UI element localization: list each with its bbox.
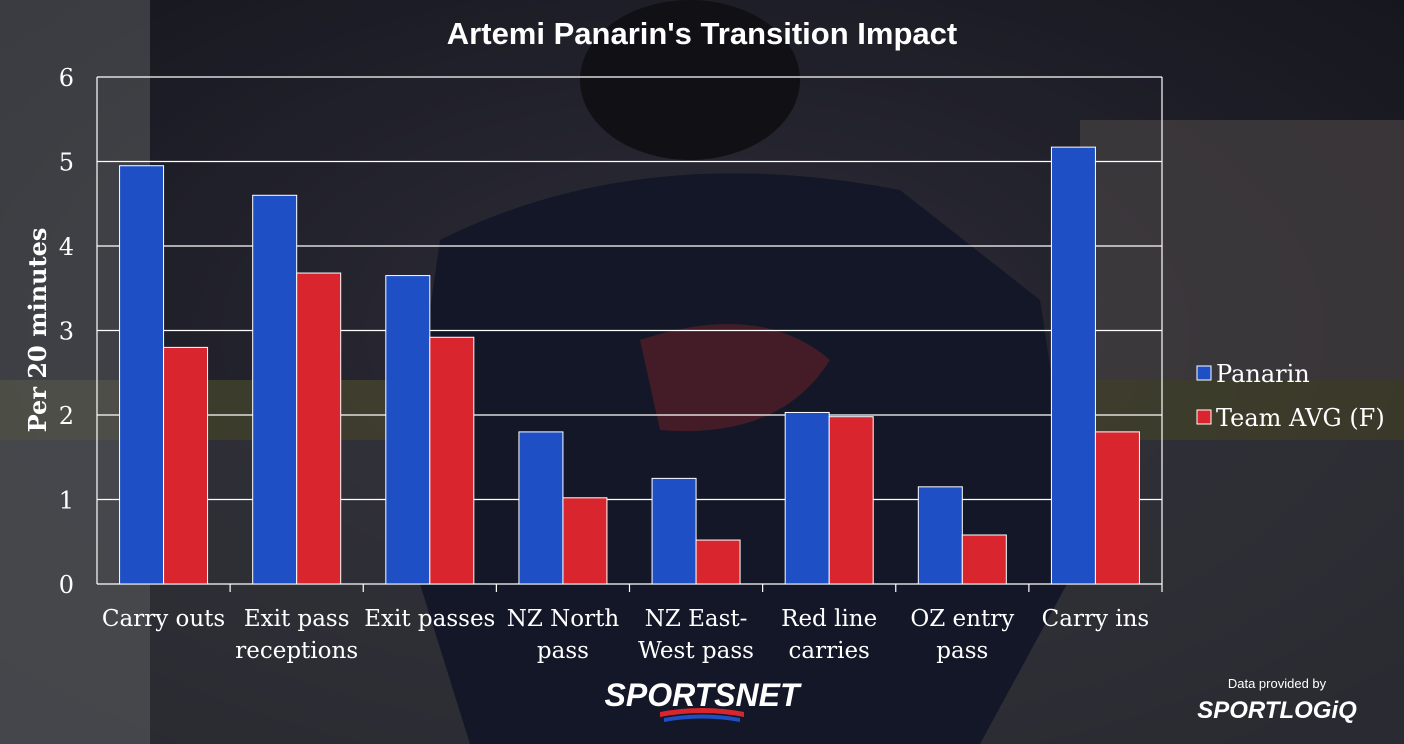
bar-panarin	[784, 411, 830, 585]
bar-team-avg	[961, 534, 1007, 585]
legend-swatch	[1196, 365, 1212, 381]
x-category-label: OZ entry	[910, 606, 1014, 632]
x-category-label: Exit passes	[364, 606, 495, 632]
x-category-label: NZ North	[507, 606, 620, 632]
bar-team-avg	[695, 539, 741, 585]
data-provided-by-label: Data provided by	[1228, 676, 1327, 691]
x-category-label: pass	[537, 638, 589, 664]
x-category-label: West pass	[638, 638, 754, 664]
y-tick-label: 4	[59, 233, 74, 261]
x-category-label: Red line	[781, 606, 877, 632]
y-axis-ticks: 0 1 2 3 4 5 6	[59, 64, 74, 599]
bars	[119, 146, 1140, 585]
bar-panarin	[651, 477, 697, 585]
legend: Panarin Team AVG (F)	[1196, 360, 1385, 432]
bar-panarin	[518, 431, 564, 585]
x-category-label: Exit pass	[244, 606, 350, 632]
sportsnet-logo: SPORTSNET	[605, 677, 802, 722]
y-tick-label: 2	[59, 402, 74, 430]
sportlogiq-logo-text: SPORTLOGiQ	[1197, 697, 1357, 724]
x-category-label: pass	[936, 638, 988, 664]
logo-swoosh-red	[660, 708, 744, 717]
y-tick-label: 5	[59, 149, 74, 177]
bar-team-avg	[1094, 431, 1140, 585]
bar-panarin	[917, 486, 963, 585]
bar-team-avg	[562, 497, 608, 585]
data-credit: Data provided by SPORTLOGiQ	[1197, 676, 1357, 724]
legend-label: Team AVG (F)	[1216, 404, 1385, 432]
y-tick-label: 1	[59, 487, 74, 515]
bar-team-avg	[296, 272, 342, 585]
bar-team-avg	[828, 416, 874, 585]
publisher-logo-text: SPORTSNET	[605, 677, 802, 713]
y-tick-label: 3	[59, 318, 74, 346]
y-axis-label: Per 20 minutes	[23, 228, 52, 433]
bar-team-avg	[163, 346, 209, 585]
bar-panarin	[252, 194, 298, 585]
legend-swatch	[1196, 409, 1212, 425]
x-category-label: Carry ins	[1042, 606, 1150, 632]
legend-label: Panarin	[1216, 360, 1310, 388]
bar-panarin	[119, 165, 165, 585]
x-category-label: NZ East-	[645, 606, 748, 632]
y-tick-label: 0	[59, 571, 74, 599]
bar-team-avg	[429, 336, 475, 585]
chart-title: Artemi Panarin's Transition Impact	[447, 16, 957, 51]
y-tick-label: 6	[59, 64, 74, 92]
logo-swoosh-blue	[664, 714, 740, 722]
bar-panarin	[1050, 146, 1096, 585]
x-category-label: receptions	[235, 638, 358, 664]
x-category-label: Carry outs	[102, 606, 225, 632]
bar-panarin	[385, 275, 431, 585]
x-category-label: carries	[789, 638, 870, 664]
